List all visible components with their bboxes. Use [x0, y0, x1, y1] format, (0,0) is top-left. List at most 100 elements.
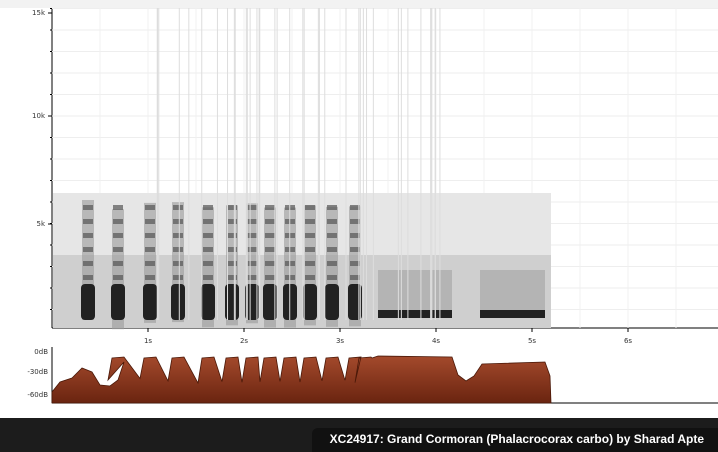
x-tick-label: 1s — [144, 337, 152, 345]
harmonic — [265, 233, 275, 238]
syllable-core — [263, 284, 277, 320]
harmonic — [350, 275, 360, 280]
harmonic — [247, 233, 257, 238]
harmonic — [145, 219, 155, 224]
harmonic — [203, 205, 213, 210]
call-band — [378, 310, 452, 318]
syllable-core — [201, 284, 215, 320]
harmonic — [113, 247, 123, 252]
harmonic — [327, 219, 337, 224]
x-tick-label: 6s — [624, 337, 632, 345]
harmonic — [327, 275, 337, 280]
harmonic — [327, 247, 337, 252]
harmonic — [265, 219, 275, 224]
harmonic — [173, 247, 183, 252]
y-tick-label: 10k — [32, 112, 46, 120]
harmonic — [265, 261, 275, 266]
harmonic — [203, 233, 213, 238]
amp-tick-label: -30dB — [27, 368, 48, 376]
harmonic — [350, 205, 360, 210]
harmonic — [173, 261, 183, 266]
harmonic — [227, 233, 237, 238]
harmonic — [83, 205, 93, 210]
x-tick-label: 5s — [528, 337, 536, 345]
call-haze — [378, 270, 452, 310]
x-tick-label: 2s — [240, 337, 248, 345]
harmonic — [173, 205, 183, 210]
syllable-core — [81, 284, 95, 320]
harmonic — [247, 261, 257, 266]
harmonic — [145, 247, 155, 252]
harmonic — [83, 261, 93, 266]
harmonic — [113, 219, 123, 224]
syllable-core — [111, 284, 125, 320]
x-tick-label: 3s — [336, 337, 344, 345]
noise-band — [53, 255, 551, 328]
syllable-core — [245, 284, 259, 320]
harmonic — [327, 261, 337, 266]
syllable-core — [143, 284, 157, 320]
top-strip — [0, 0, 718, 8]
footer-bar: XC24917: Grand Cormoran (Phalacrocorax c… — [0, 418, 718, 452]
harmonic — [113, 233, 123, 238]
harmonic — [113, 261, 123, 266]
harmonic — [350, 233, 360, 238]
harmonic — [305, 261, 315, 266]
harmonic — [203, 219, 213, 224]
harmonic — [145, 275, 155, 280]
harmonic — [113, 205, 123, 210]
spectrogram-image — [53, 8, 551, 330]
harmonic — [265, 275, 275, 280]
spectrogram-view: 15k 10k 5k 1s 2s 3s 4s 5s 6s 0dB -30dB -60dB — [0, 0, 718, 404]
syllable-core — [325, 284, 339, 320]
harmonic — [83, 219, 93, 224]
harmonic — [227, 219, 237, 224]
amplitude-envelope — [51, 355, 552, 404]
call-haze — [480, 270, 545, 310]
harmonic — [350, 219, 360, 224]
harmonic — [227, 247, 237, 252]
harmonic — [145, 205, 155, 210]
amp-tick-label: 0dB — [34, 348, 48, 356]
harmonic — [247, 275, 257, 280]
harmonic — [83, 247, 93, 252]
harmonic — [83, 275, 93, 280]
harmonic — [305, 275, 315, 280]
harmonic — [173, 219, 183, 224]
harmonic — [265, 247, 275, 252]
amp-tick-label: -60dB — [27, 391, 48, 399]
harmonic — [203, 261, 213, 266]
harmonic — [350, 247, 360, 252]
harmonic — [145, 261, 155, 266]
harmonic — [305, 205, 315, 210]
harmonic — [83, 233, 93, 238]
recording-caption: XC24917: Grand Cormoran (Phalacrocorax c… — [311, 428, 718, 452]
harmonic — [247, 205, 257, 210]
harmonic — [247, 247, 257, 252]
harmonic — [327, 233, 337, 238]
harmonic — [247, 219, 257, 224]
syllable-core — [171, 284, 185, 320]
harmonic — [227, 261, 237, 266]
y-tick-label: 15k — [32, 9, 46, 17]
harmonic — [265, 205, 275, 210]
axis-labels: 15k 10k 5k 1s 2s 3s 4s 5s 6s 0dB -30dB -60dB — [27, 8, 632, 399]
harmonic — [227, 275, 237, 280]
x-tick-label: 4s — [432, 337, 440, 345]
harmonic — [305, 219, 315, 224]
harmonic — [173, 233, 183, 238]
harmonic — [113, 275, 123, 280]
harmonic — [173, 275, 183, 280]
harmonic — [350, 261, 360, 266]
harmonic — [203, 247, 213, 252]
harmonic — [327, 205, 337, 210]
y-tick-label: 5k — [36, 220, 45, 228]
call-band — [480, 310, 545, 318]
harmonic — [305, 247, 315, 252]
harmonic — [145, 233, 155, 238]
harmonic — [305, 233, 315, 238]
harmonic — [227, 205, 237, 210]
syllable-core — [303, 284, 317, 320]
harmonic — [203, 275, 213, 280]
